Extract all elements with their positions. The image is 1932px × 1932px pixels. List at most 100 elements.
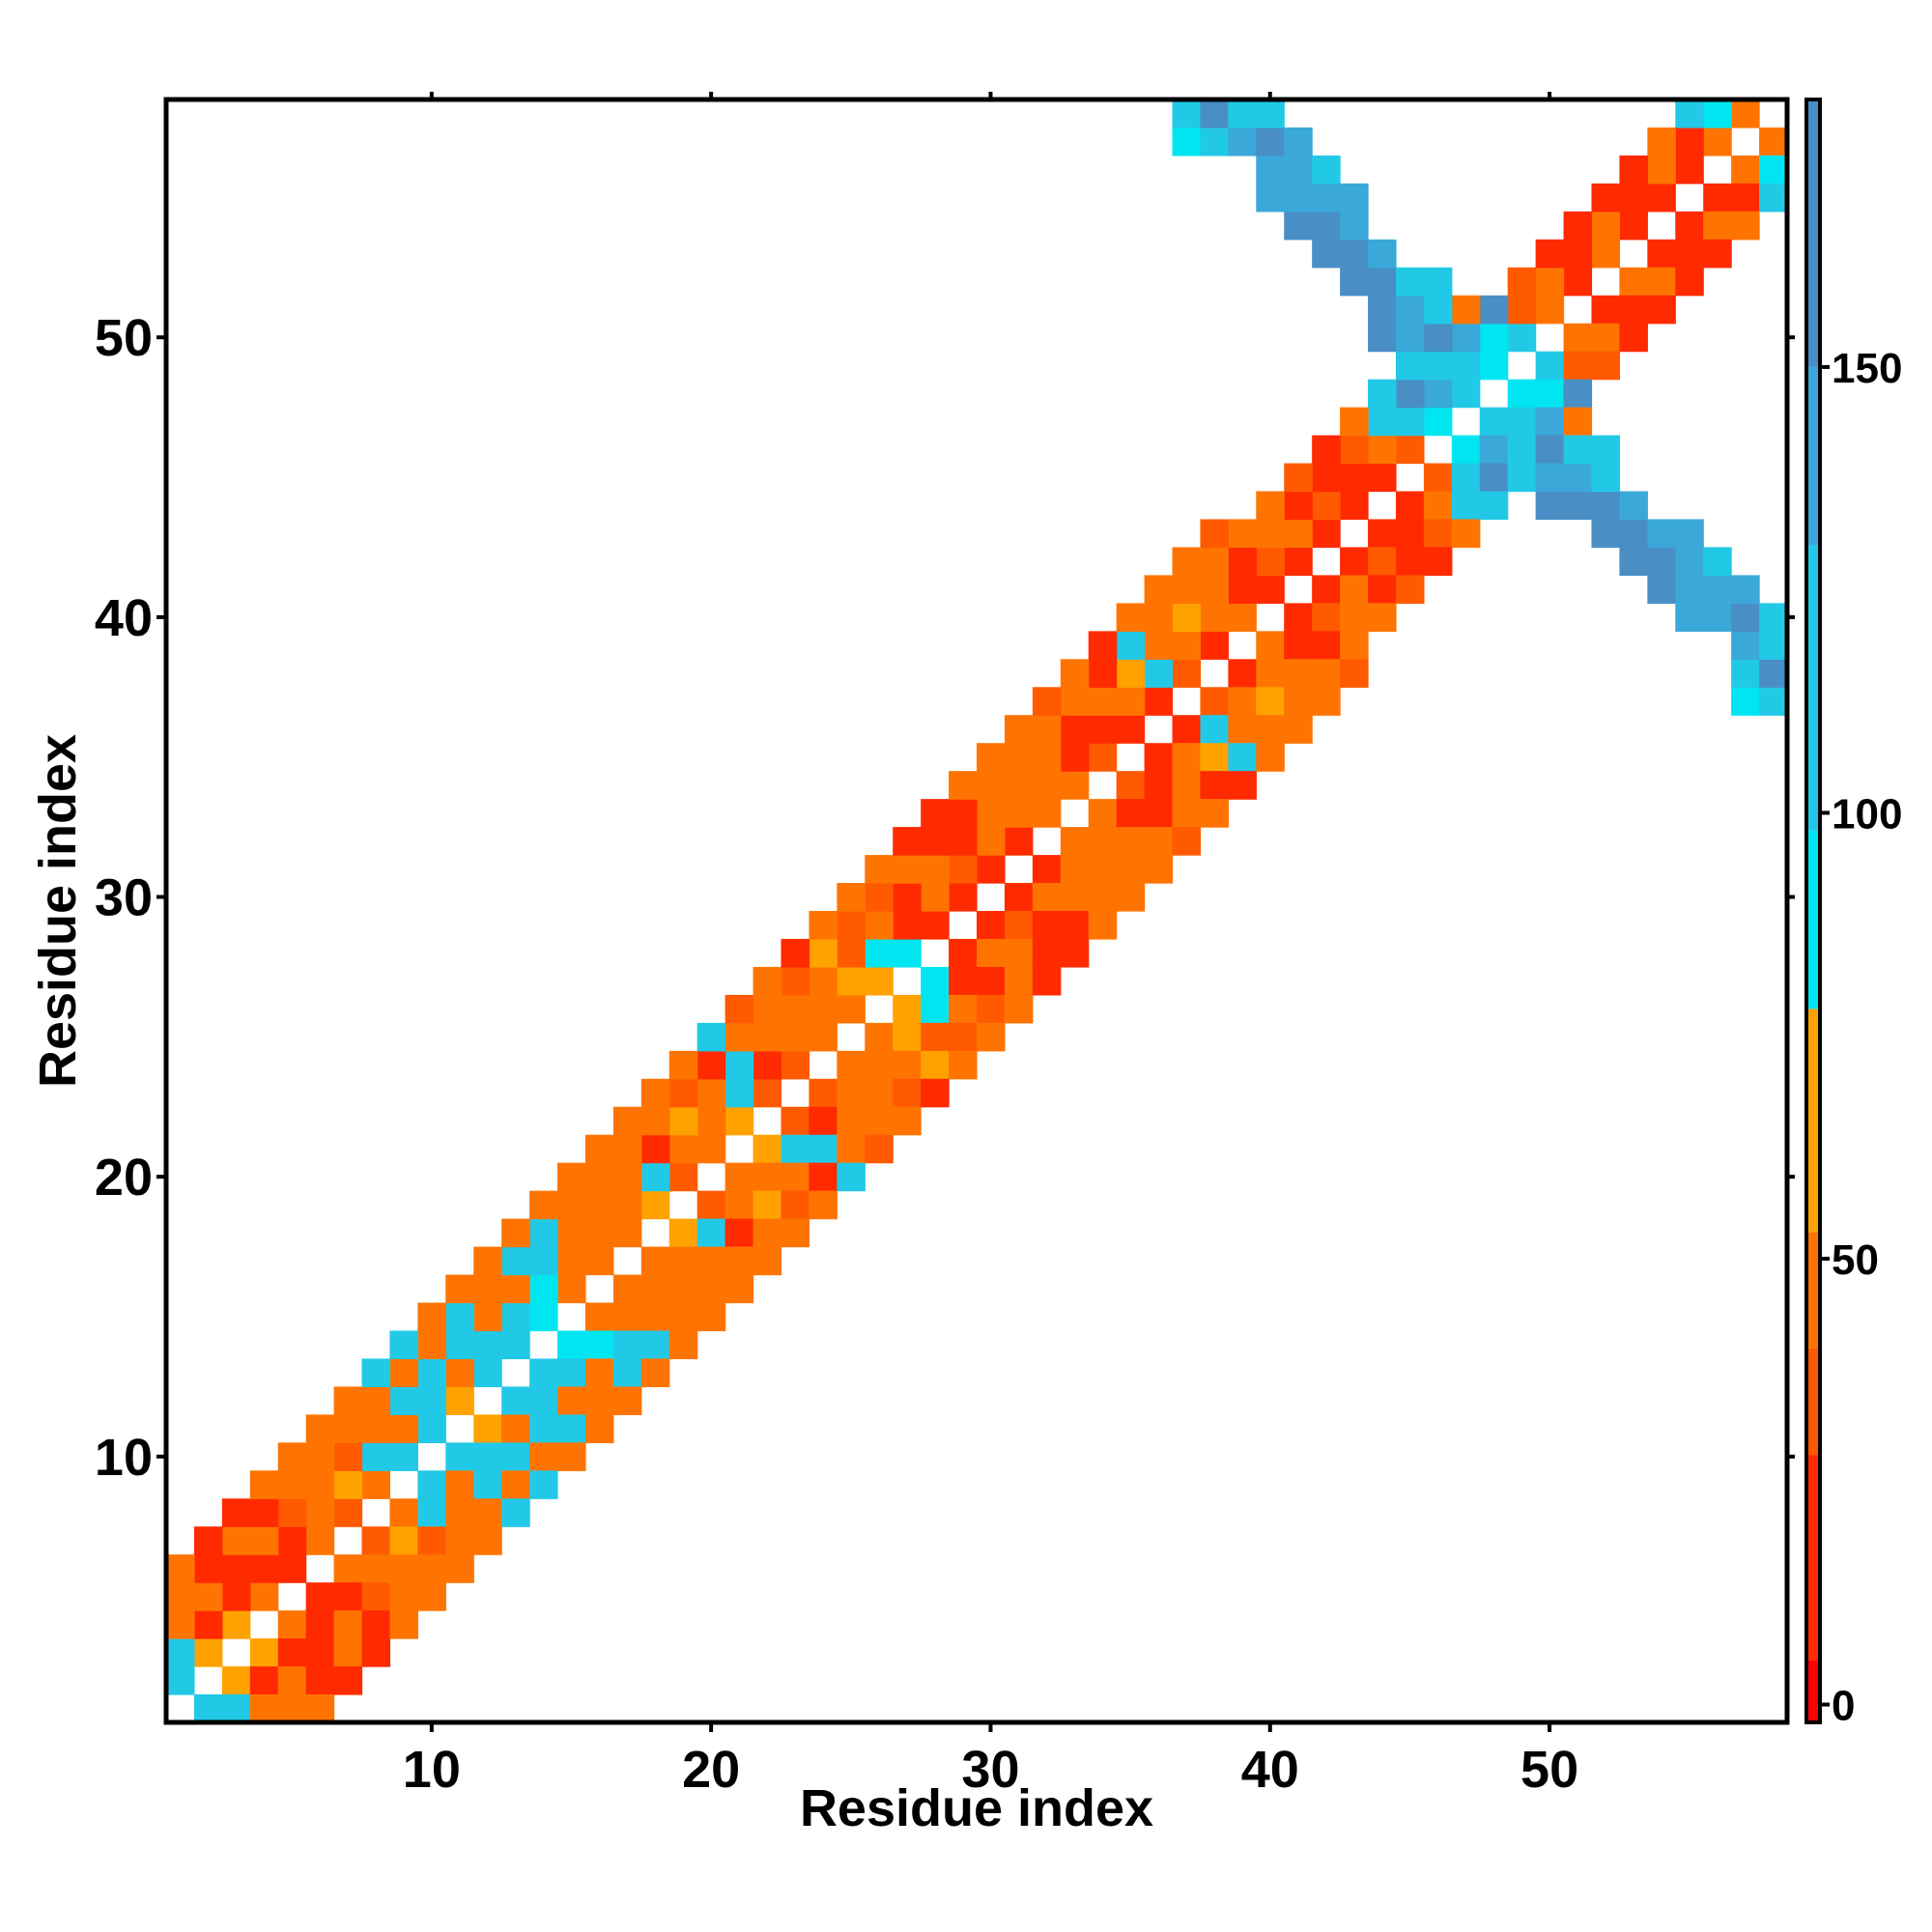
heatmap-cell: [417, 1526, 446, 1555]
heatmap-cell: [1479, 323, 1509, 353]
heatmap-cell: [1032, 911, 1062, 940]
heatmap-cell: [473, 1302, 502, 1332]
heatmap-cell: [1200, 547, 1229, 577]
heatmap-cell: [1619, 295, 1648, 325]
heatmap-cell: [221, 1554, 251, 1583]
heatmap-cell: [781, 1218, 810, 1248]
heatmap-cell: [949, 938, 978, 968]
heatmap-cell: [949, 1022, 978, 1052]
heatmap-cell: [696, 1134, 726, 1164]
heatmap-cell: [1228, 715, 1257, 744]
heatmap-cell: [166, 1666, 195, 1695]
heatmap-cell: [1228, 659, 1257, 688]
heatmap-cell: [949, 1050, 978, 1080]
heatmap-cell: [1256, 547, 1285, 577]
heatmap-cell: [473, 1498, 502, 1527]
heatmap-cell: [1060, 743, 1090, 772]
heatmap-cell: [1172, 743, 1202, 772]
heatmap-cell: [753, 1246, 782, 1276]
heatmap-cell: [1703, 239, 1732, 269]
heatmap-cell: [305, 1442, 335, 1471]
heatmap-cell: [529, 1442, 558, 1471]
heatmap-cell: [1507, 323, 1537, 353]
heatmap-cell: [1759, 603, 1788, 632]
heatmap-cell: [389, 1610, 418, 1639]
heatmap-cell: [584, 1386, 614, 1415]
colorbar-band: [1806, 366, 1820, 546]
heatmap-cell: [557, 1414, 586, 1443]
heatmap-cell: [1256, 491, 1285, 521]
heatmap-cell: [361, 1638, 391, 1667]
heatmap-cell: [865, 1078, 894, 1108]
heatmap-cell: [837, 1050, 866, 1080]
heatmap-cell: [389, 1414, 418, 1443]
heatmap-cell: [865, 1106, 894, 1136]
heatmap-cell: [809, 938, 838, 968]
heatmap-cell: [1256, 687, 1285, 716]
heatmap-cell: [1675, 575, 1704, 604]
heatmap-cell: [977, 938, 1006, 968]
heatmap-cell: [1256, 155, 1285, 185]
heatmap-cell: [668, 1106, 698, 1136]
heatmap-cell: [612, 1358, 642, 1388]
heatmap-cell: [1591, 463, 1621, 493]
heatmap-cell: [865, 1134, 894, 1164]
heatmap-cell: [837, 938, 866, 968]
heatmap-cell: [1200, 519, 1229, 549]
colorbar-tick-label: 50: [1832, 1236, 1879, 1284]
heatmap-cell: [501, 1386, 530, 1415]
heatmap-cell: [417, 1554, 446, 1583]
heatmap-cell: [1088, 911, 1118, 940]
heatmap-cell: [1116, 799, 1146, 828]
heatmap-cell: [305, 1526, 335, 1555]
heatmap-cell: [1032, 799, 1062, 828]
heatmap-cell: [361, 1610, 391, 1639]
heatmap-cell: [1284, 547, 1313, 577]
heatmap-cell: [1591, 519, 1621, 549]
heatmap-cell: [1116, 883, 1146, 912]
heatmap-cell: [529, 1470, 558, 1499]
heatmap-cell: [389, 1358, 418, 1388]
heatmap-cell: [1004, 799, 1034, 828]
heatmap-cell: [696, 1078, 726, 1108]
heatmap-cell: [557, 1218, 586, 1248]
heatmap-cell: [1451, 463, 1481, 493]
heatmap-cell: [893, 1022, 922, 1052]
heatmap-cell: [1619, 519, 1648, 549]
heatmap-cell: [1395, 323, 1425, 353]
heatmap-cell: [1312, 211, 1341, 241]
heatmap-cell: [1340, 463, 1369, 493]
y-tick-label: 20: [95, 1149, 153, 1207]
heatmap-cell: [809, 1078, 838, 1108]
heatmap-cell: [1563, 211, 1593, 241]
heatmap-cell: [781, 1106, 810, 1136]
heatmap-cell: [724, 1274, 754, 1304]
heatmap-cell: [893, 911, 922, 940]
heatmap-cell: [249, 1582, 279, 1611]
heatmap-cell: [865, 855, 894, 884]
heatmap-cell: [977, 743, 1006, 772]
heatmap-cell: [753, 1078, 782, 1108]
heatmap-cell: [1731, 99, 1760, 128]
heatmap-cell: [584, 1134, 614, 1164]
heatmap-cell: [305, 1582, 335, 1611]
heatmap-cell: [1088, 827, 1118, 856]
heatmap-cell: [1368, 295, 1397, 325]
heatmap-cell: [1312, 659, 1341, 688]
heatmap-cell: [781, 1022, 810, 1052]
colorbar-frame: [1804, 98, 1822, 1724]
heatmap-cell: [1591, 239, 1621, 269]
colorbar-band: [1806, 1232, 1820, 1349]
heatmap-cell: [837, 1134, 866, 1164]
heatmap-cell: [1507, 435, 1537, 465]
heatmap-cell: [1116, 855, 1146, 884]
heatmap-cells: [166, 99, 1788, 1723]
heatmap-cell: [1172, 771, 1202, 800]
colorbar-band: [1806, 99, 1820, 367]
heatmap-cell: [837, 911, 866, 940]
heatmap-cell: [893, 1106, 922, 1136]
heatmap-cell: [668, 1274, 698, 1304]
heatmap-cell: [1284, 491, 1313, 521]
heatmap-cell: [1619, 211, 1648, 241]
